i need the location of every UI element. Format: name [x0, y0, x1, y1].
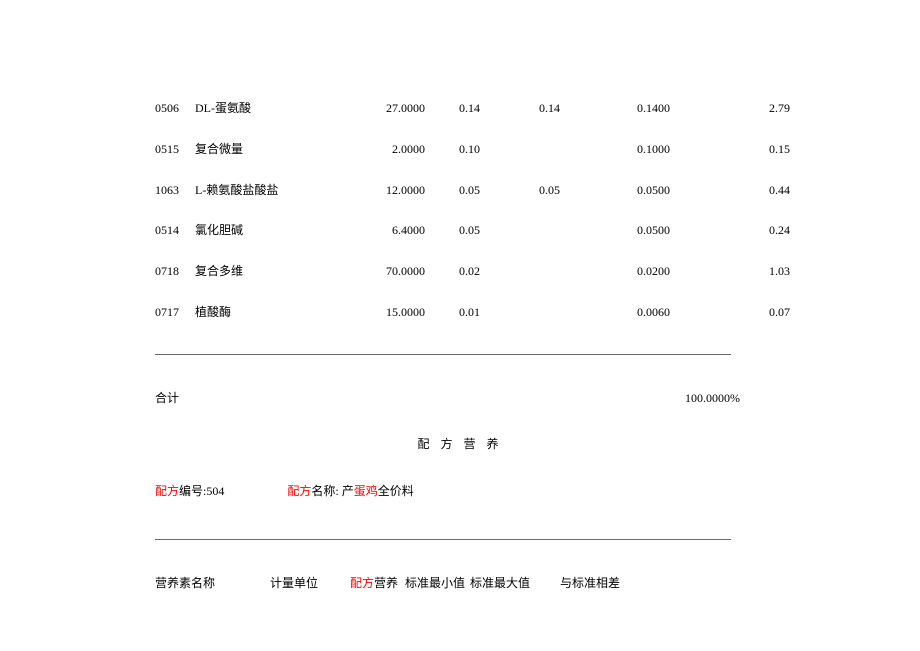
- table-row: 0718 复合多维 70.0000 0.02 0.0200 1.03: [155, 263, 765, 280]
- row-v3: 0.1000: [560, 141, 670, 158]
- row-v2: 0.14: [480, 100, 560, 117]
- row-v2: 0.05: [480, 182, 560, 199]
- row-code: 1063: [155, 182, 195, 199]
- row-price: 12.0000: [345, 182, 425, 199]
- table-row: 0506 DL-蛋氨酸 27.0000 0.14 0.14 0.1400 2.7…: [155, 100, 765, 117]
- header-std-max: 标准最大值: [470, 575, 560, 592]
- formula-name-red2: 蛋鸡: [354, 484, 378, 498]
- total-row: 合计 100.0000%: [155, 390, 765, 407]
- row-v1: 0.02: [425, 263, 480, 280]
- table-row: 0514 氯化胆碱 6.4000 0.05 0.0500 0.24: [155, 222, 765, 239]
- row-v3: 0.0500: [560, 182, 670, 199]
- row-price: 2.0000: [345, 141, 425, 158]
- row-name: 复合多维: [195, 263, 345, 280]
- row-v4: 0.15: [670, 141, 790, 158]
- header-unit: 计量单位: [270, 575, 350, 592]
- row-code: 0506: [155, 100, 195, 117]
- divider-line: ————————————————————————————————————————…: [155, 530, 765, 547]
- row-v4: 0.44: [670, 182, 790, 199]
- divider-line: ————————————————————————————————————————…: [155, 345, 765, 362]
- row-name: L-赖氨酸盐酸盐: [195, 182, 345, 199]
- formula-name: 配方名称: 产蛋鸡全价料: [287, 484, 413, 498]
- total-label: 合计: [155, 390, 179, 407]
- row-code: 0514: [155, 222, 195, 239]
- row-name: DL-蛋氨酸: [195, 100, 345, 117]
- row-v3: 0.0200: [560, 263, 670, 280]
- row-v1: 0.05: [425, 222, 480, 239]
- header-formula-nutrition: 配方营养: [350, 575, 405, 592]
- formula-info: 配方编号:504 配方名称: 产蛋鸡全价料: [155, 483, 765, 500]
- row-code: 0515: [155, 141, 195, 158]
- row-v3: 0.1400: [560, 100, 670, 117]
- total-value: 100.0000%: [685, 390, 765, 407]
- formula-number-value: 编号:504: [179, 484, 224, 498]
- row-code: 0718: [155, 263, 195, 280]
- row-price: 6.4000: [345, 222, 425, 239]
- table-row: 0515 复合微量 2.0000 0.10 0.1000 0.15: [155, 141, 765, 158]
- table-row: 1063 L-赖氨酸盐酸盐 12.0000 0.05 0.05 0.0500 0…: [155, 182, 765, 199]
- row-v3: 0.0060: [560, 304, 670, 321]
- row-v1: 0.01: [425, 304, 480, 321]
- section-title: 配 方 营 养: [155, 436, 765, 453]
- formula-name-text1: 名称: 产: [311, 484, 353, 498]
- row-name: 植酸酶: [195, 304, 345, 321]
- row-v4: 2.79: [670, 100, 790, 117]
- row-code: 0717: [155, 304, 195, 321]
- row-price: 15.0000: [345, 304, 425, 321]
- row-v1: 0.10: [425, 141, 480, 158]
- header-formula-red: 配方: [350, 576, 374, 590]
- row-v4: 0.24: [670, 222, 790, 239]
- formula-number: 配方编号:504: [155, 484, 224, 498]
- row-v4: 1.03: [670, 263, 790, 280]
- table-row: 0717 植酸酶 15.0000 0.01 0.0060 0.07: [155, 304, 765, 321]
- header-std-min: 标准最小值: [405, 575, 470, 592]
- row-price: 27.0000: [345, 100, 425, 117]
- row-name: 复合微量: [195, 141, 345, 158]
- formula-name-red: 配方: [287, 484, 311, 498]
- row-v1: 0.14: [425, 100, 480, 117]
- row-v3: 0.0500: [560, 222, 670, 239]
- formula-label-red: 配方: [155, 484, 179, 498]
- nutrition-header: 营养素名称 计量单位 配方营养 标准最小值 标准最大值 与标准相差: [155, 575, 765, 592]
- row-v1: 0.05: [425, 182, 480, 199]
- row-v4: 0.07: [670, 304, 790, 321]
- header-std-diff: 与标准相差: [560, 575, 640, 592]
- formula-name-text2: 全价料: [378, 484, 414, 498]
- header-formula-rest: 营养: [374, 576, 398, 590]
- row-name: 氯化胆碱: [195, 222, 345, 239]
- header-nutrient-name: 营养素名称: [155, 575, 270, 592]
- row-price: 70.0000: [345, 263, 425, 280]
- ingredient-table: 0506 DL-蛋氨酸 27.0000 0.14 0.14 0.1400 2.7…: [155, 100, 765, 321]
